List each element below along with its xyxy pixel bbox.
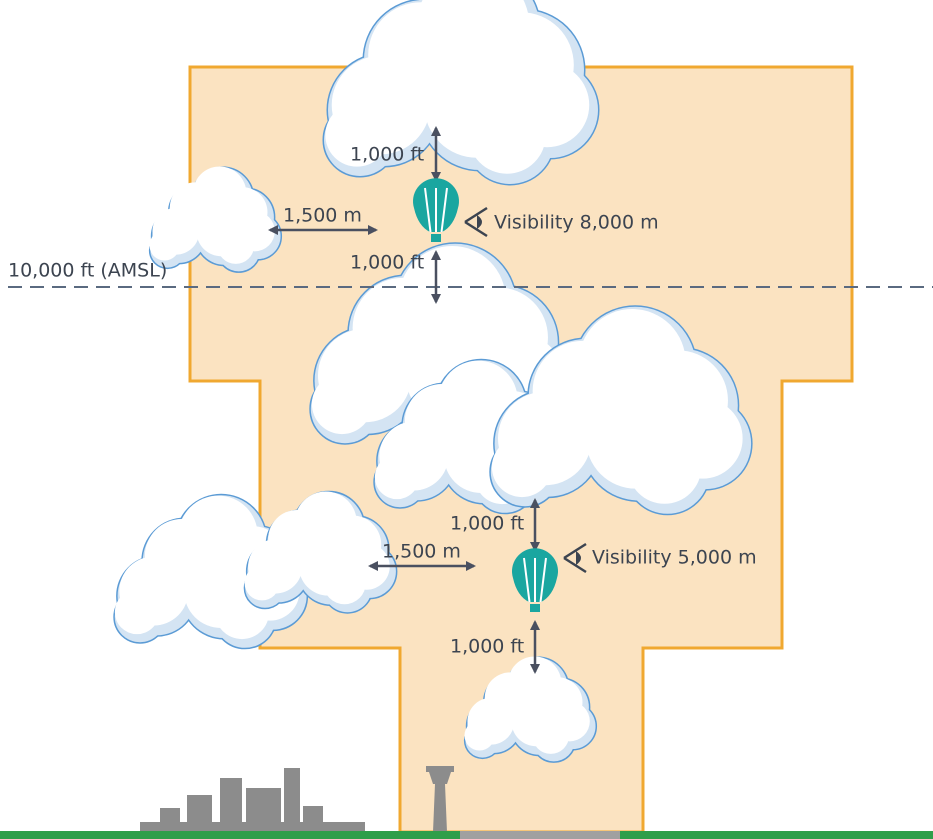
visibility-label: Visibility 8,000 m	[494, 212, 659, 234]
distance-label: 1,000 ft	[350, 252, 424, 274]
distance-label: 1,500 m	[283, 205, 362, 227]
distance-label: 1,500 m	[382, 541, 461, 563]
distance-label: 1,000 ft	[450, 513, 524, 535]
city	[140, 768, 365, 832]
visibility-label: Visibility 5,000 m	[592, 547, 757, 569]
diagram: 10,000 ft (AMSL) 1,000 ft 1,500 m 1,000 …	[0, 0, 933, 839]
distance-label: 1,000 ft	[350, 144, 424, 166]
runway	[460, 831, 620, 839]
altitude-label: 10,000 ft (AMSL)	[8, 260, 167, 282]
distance-label: 1,000 ft	[450, 636, 524, 658]
